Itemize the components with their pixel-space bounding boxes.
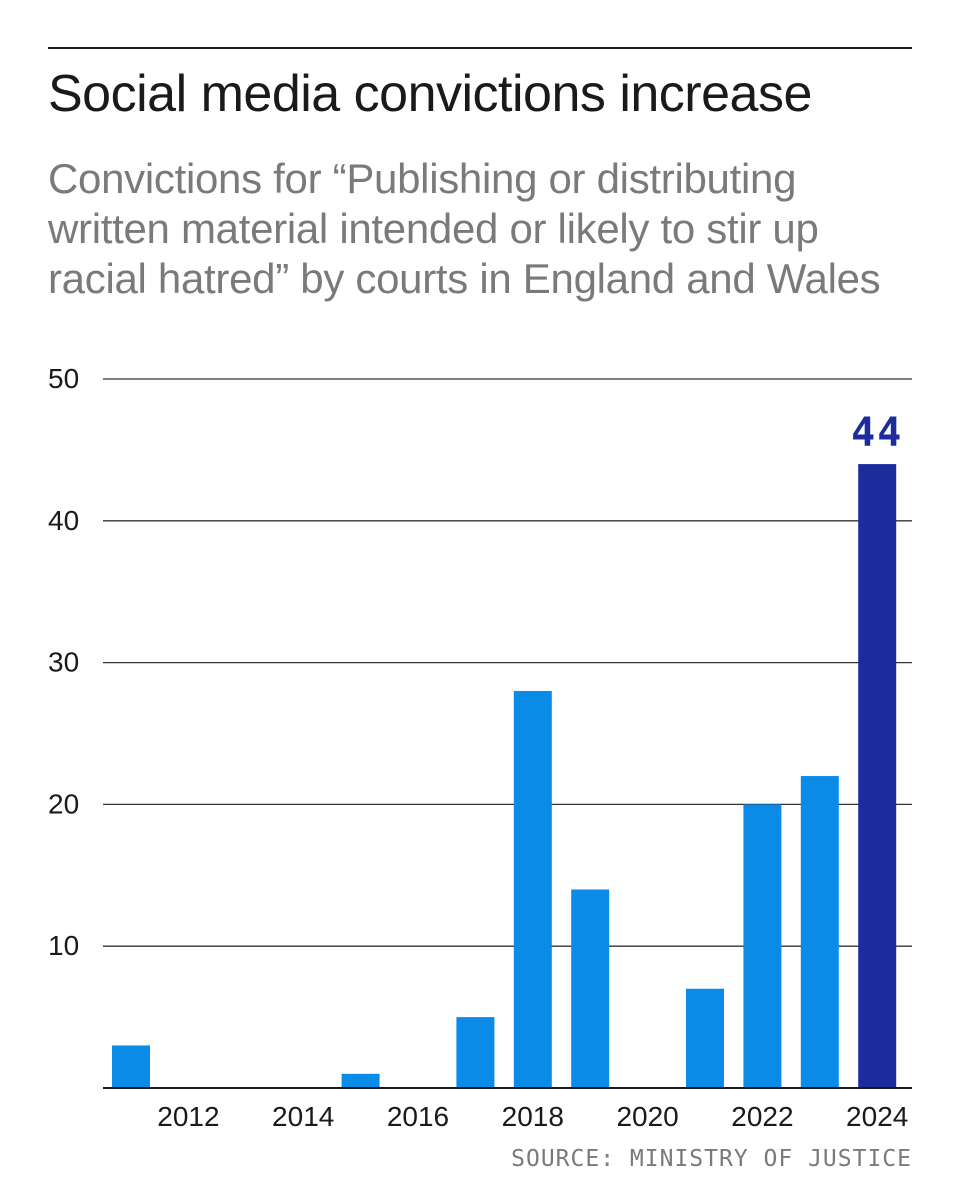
bar: [571, 889, 610, 1088]
chart-subtitle: Convictions for “Publishing or distribut…: [48, 155, 881, 302]
y-tick-label: 10: [48, 930, 79, 961]
y-tick-label: 30: [48, 647, 79, 678]
bar: [456, 1017, 495, 1088]
x-tick-label: 2014: [272, 1101, 334, 1132]
x-tick-label: 2020: [616, 1101, 678, 1132]
x-tick-label: 2016: [387, 1101, 449, 1132]
x-tick-label: 2018: [502, 1101, 564, 1132]
x-tick-label: 2024: [846, 1101, 908, 1132]
x-tick-label: 2022: [731, 1101, 793, 1132]
bar: [743, 804, 782, 1088]
bar: [686, 988, 724, 1088]
y-tick-label: 40: [48, 505, 79, 536]
bar-highlight: [858, 464, 897, 1089]
bar: [341, 1073, 380, 1088]
chart-title: Social media convictions increase: [48, 65, 812, 123]
bar: [800, 776, 839, 1088]
y-tick-label: 50: [48, 363, 79, 394]
bar: [112, 1045, 150, 1088]
top-rule: [48, 47, 912, 49]
y-tick-label: 20: [48, 788, 79, 819]
bar: [513, 690, 552, 1088]
data-label-highlight: 44: [851, 410, 903, 456]
source-note: SOURCE: MINISTRY OF JUSTICE: [511, 1146, 912, 1172]
x-tick-label: 2012: [157, 1101, 219, 1132]
